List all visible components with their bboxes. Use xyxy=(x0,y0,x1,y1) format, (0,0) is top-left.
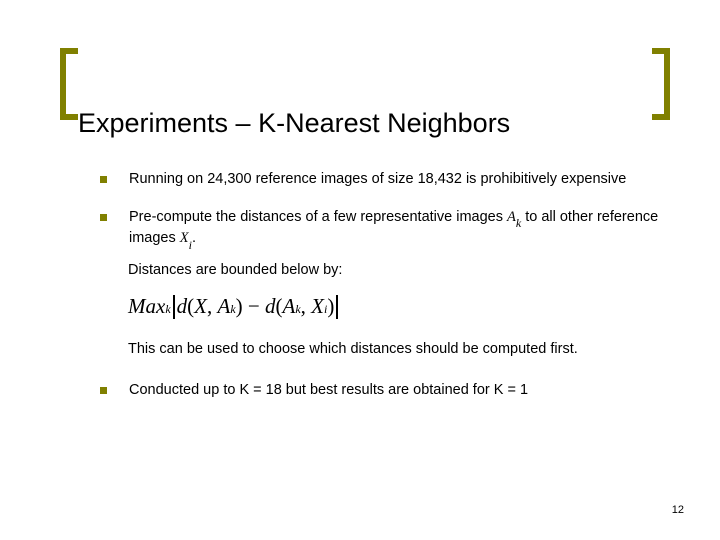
abs-bar-right xyxy=(336,295,338,319)
page-number: 12 xyxy=(672,504,684,516)
b2-var-X: X xyxy=(180,230,189,246)
f-d1: d xyxy=(177,294,188,319)
bullet-square-icon xyxy=(100,214,107,221)
abs-bar-left xyxy=(173,295,175,319)
bullet-2-text: Pre-compute the distances of a few repre… xyxy=(129,208,660,250)
f-A1: A xyxy=(217,294,230,319)
bullet-square-icon xyxy=(100,176,107,183)
b2-post: . xyxy=(192,230,196,246)
b2-pre: Pre-compute the distances of a few repre… xyxy=(129,209,507,225)
f-A2: A xyxy=(282,294,295,319)
bullet-1-text: Running on 24,300 reference images of si… xyxy=(129,170,626,190)
bullet-1: Running on 24,300 reference images of si… xyxy=(78,170,660,190)
slide-title: Experiments – K-Nearest Neighbors xyxy=(78,108,510,139)
f-X1: X xyxy=(194,294,207,319)
bullet-2: Pre-compute the distances of a few repre… xyxy=(78,208,660,250)
content-area: Running on 24,300 reference images of si… xyxy=(78,170,660,419)
sub-text-2: This can be used to choose which distanc… xyxy=(128,339,660,359)
f-d2: d xyxy=(265,294,276,319)
bullet-3-text: Conducted up to K = 18 but best results … xyxy=(129,381,528,401)
f-k2: k xyxy=(295,302,300,317)
sub-text-1: Distances are bounded below by: xyxy=(128,260,660,280)
bullet-3: Conducted up to K = 18 but best results … xyxy=(78,381,660,401)
formula: Maxk d(X, Ak) − d(Ak, Xi) xyxy=(128,294,660,319)
sub-block: Distances are bounded below by: Maxk d(X… xyxy=(128,260,660,360)
f-max: Max xyxy=(128,294,165,319)
b2-var-A: A xyxy=(507,209,516,225)
f-i: i xyxy=(324,302,327,317)
bracket-right xyxy=(652,48,670,120)
bullet-square-icon xyxy=(100,387,107,394)
bracket-left xyxy=(60,48,78,120)
slide: Experiments – K-Nearest Neighbors Runnin… xyxy=(0,0,720,540)
f-k1: k xyxy=(230,302,235,317)
f-Xi: X xyxy=(311,294,324,319)
f-maxsub: k xyxy=(165,302,170,317)
b2-sub-k: k xyxy=(516,216,521,230)
b2-sub-i: i xyxy=(189,238,192,252)
